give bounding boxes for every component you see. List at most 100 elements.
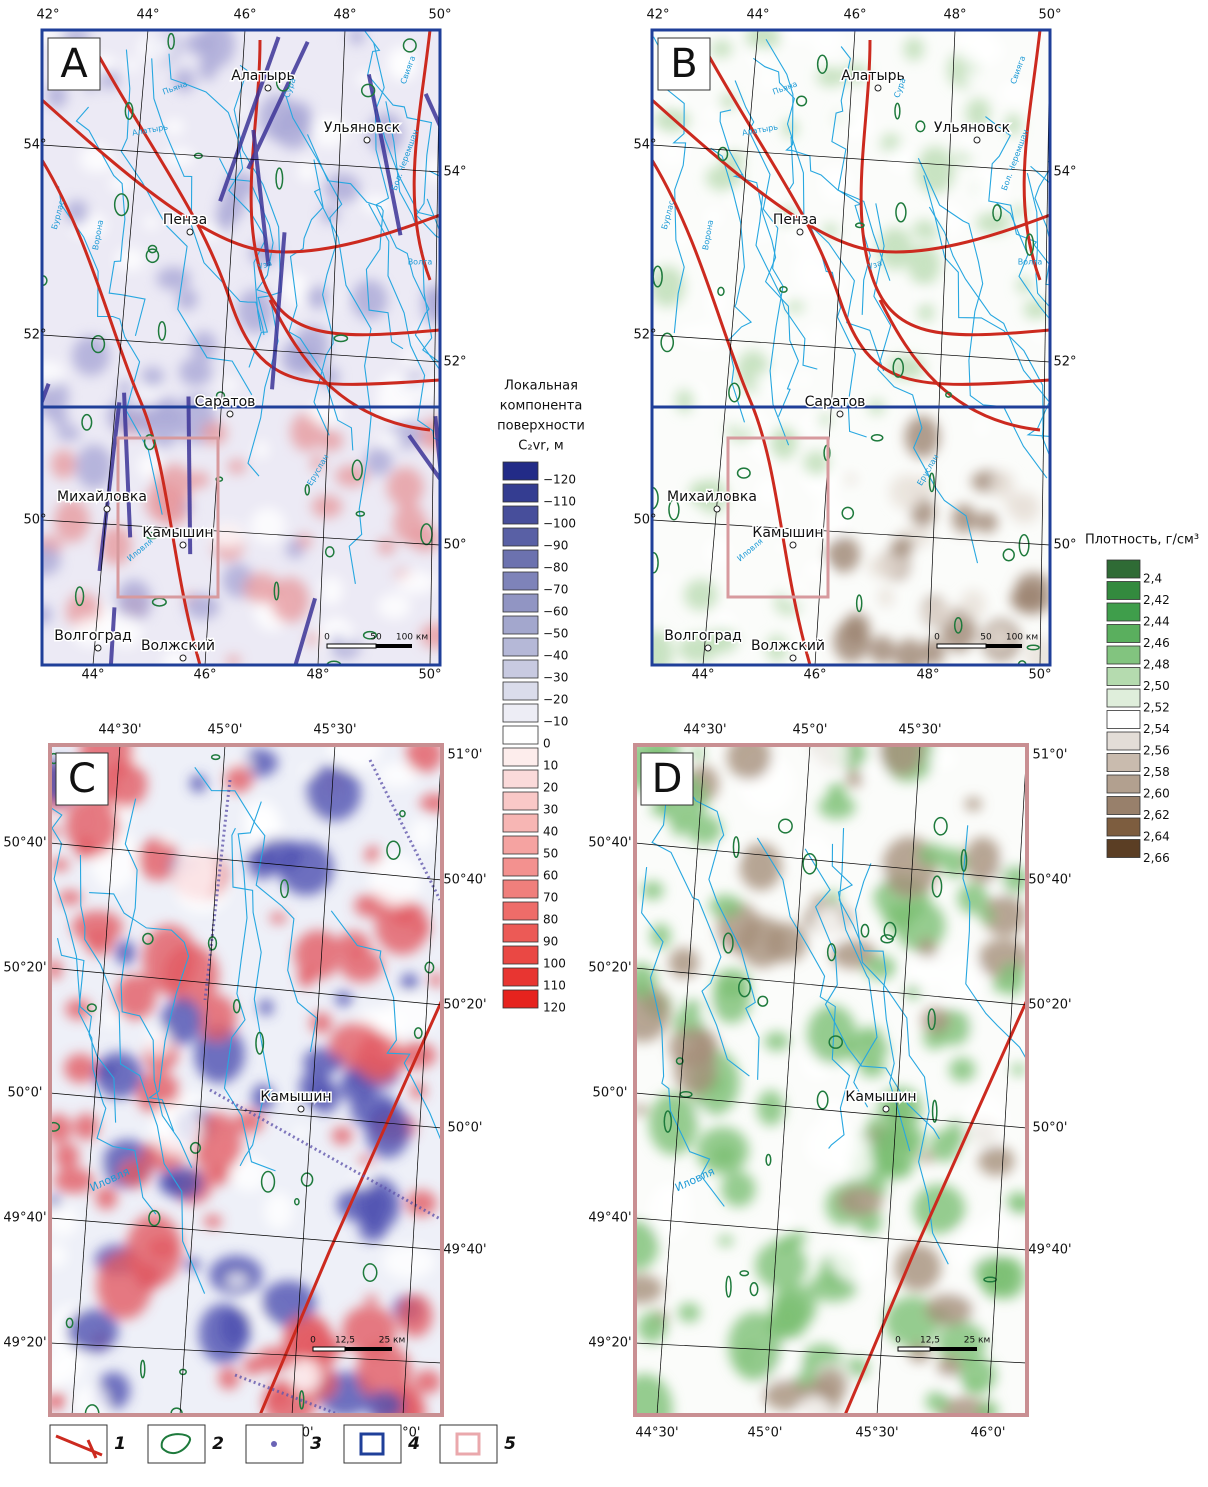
city-marker	[104, 506, 110, 512]
city-label: Пенза	[163, 212, 207, 228]
anomaly	[801, 415, 816, 433]
city-marker	[187, 229, 193, 235]
lat-label-right: 49°40'	[443, 1243, 486, 1258]
anomaly	[999, 962, 1026, 995]
lon-label-bottom: 45°0'	[748, 1426, 783, 1441]
lat-label-left: 50°40'	[588, 836, 631, 851]
anomaly	[225, 765, 252, 793]
anomaly	[45, 1392, 67, 1410]
anomaly	[199, 1304, 248, 1364]
city-label: Михайловка	[57, 489, 147, 505]
anomaly	[190, 775, 207, 793]
scale-label: 0	[310, 1336, 316, 1346]
panel-letter: B	[670, 41, 697, 87]
scale-label: 50	[370, 633, 382, 643]
anomaly	[379, 431, 402, 447]
legend-swatch	[1107, 797, 1140, 815]
lat-label-left: 50°20'	[588, 961, 631, 976]
anomaly	[250, 508, 286, 545]
anomaly	[45, 827, 60, 837]
legend-value: −30	[543, 671, 568, 685]
city-marker	[875, 85, 881, 91]
anomaly	[975, 418, 990, 437]
lat-label-left: 52°	[23, 328, 46, 343]
anomaly	[85, 931, 113, 956]
anomaly	[394, 1042, 437, 1068]
legend-value: −40	[543, 649, 568, 663]
legend-swatch	[503, 792, 538, 810]
anomaly	[956, 21, 994, 66]
anomaly	[961, 1093, 1008, 1148]
scale-label: 0	[324, 633, 330, 643]
anomaly	[210, 522, 245, 548]
anomaly	[878, 587, 894, 607]
anomaly	[728, 1312, 782, 1381]
anomaly	[115, 248, 145, 271]
anomaly	[929, 749, 958, 770]
legend-swatch	[1107, 775, 1140, 793]
anomaly	[933, 202, 963, 237]
panel-b	[638, 16, 1109, 675]
lat-label-right: 49°40'	[1028, 1243, 1071, 1258]
anomaly	[676, 389, 695, 413]
anomaly	[270, 913, 287, 924]
legend-swatch	[1107, 840, 1140, 858]
legend-value: 70	[543, 891, 558, 905]
lon-label-top: 45°0'	[208, 723, 243, 738]
legend-value: −60	[543, 605, 568, 619]
anomaly	[201, 422, 227, 446]
city-marker	[180, 542, 186, 548]
legend-value: 20	[543, 781, 558, 795]
legend-value: 2,42	[1143, 593, 1170, 607]
legend-value: −110	[543, 495, 576, 509]
anomaly	[324, 596, 337, 605]
lat-label-left: 49°40'	[588, 1211, 631, 1226]
lat-label-left: 50°0'	[593, 1086, 628, 1101]
legend-swatch	[503, 726, 538, 744]
legend-swatch	[503, 660, 538, 678]
scale-bar-black	[986, 644, 1022, 648]
anomaly	[819, 413, 831, 426]
anomaly	[796, 1396, 832, 1427]
anomaly	[156, 267, 190, 290]
city-label: Алатырь	[231, 68, 294, 84]
key-number: 3	[310, 1434, 322, 1454]
legend-swatch	[1107, 646, 1140, 664]
legend-swatch	[503, 902, 538, 920]
anomaly	[918, 303, 934, 322]
anomaly	[925, 1391, 949, 1412]
anomaly	[827, 537, 860, 573]
anomaly	[797, 372, 812, 388]
lat-label-left: 50°40'	[3, 836, 46, 851]
anomaly	[812, 907, 844, 946]
legend-swatch	[503, 858, 538, 876]
legend-swatch	[1107, 560, 1140, 578]
anomaly	[162, 834, 176, 845]
scale-label: 50	[980, 633, 992, 643]
legend-value: 2,66	[1143, 851, 1170, 865]
anomaly	[650, 924, 671, 949]
key-box	[148, 1425, 205, 1463]
legend-value: 2,60	[1143, 787, 1170, 801]
anomaly	[966, 1381, 982, 1392]
key-number: 1	[114, 1434, 126, 1454]
legend-swatch	[503, 704, 538, 722]
anomaly	[803, 451, 829, 475]
anomaly	[397, 1294, 432, 1337]
anomaly	[1009, 493, 1040, 524]
anomaly	[975, 512, 998, 533]
anomaly	[905, 416, 940, 458]
legend-value: 40	[543, 825, 558, 839]
lat-label-right: 50°0'	[1033, 1121, 1068, 1136]
anomaly	[307, 286, 332, 309]
panel-c	[33, 722, 464, 1433]
legend-value: 110	[543, 979, 566, 993]
anomaly	[738, 917, 787, 968]
anomaly	[712, 977, 751, 1023]
lon-label-top: 42°	[36, 8, 59, 23]
lon-label-top: 45°0'	[793, 723, 828, 738]
anomaly	[754, 370, 790, 395]
legend-value: 2,54	[1143, 722, 1170, 736]
legend-value: 2,52	[1143, 701, 1170, 715]
anomaly	[378, 594, 411, 620]
